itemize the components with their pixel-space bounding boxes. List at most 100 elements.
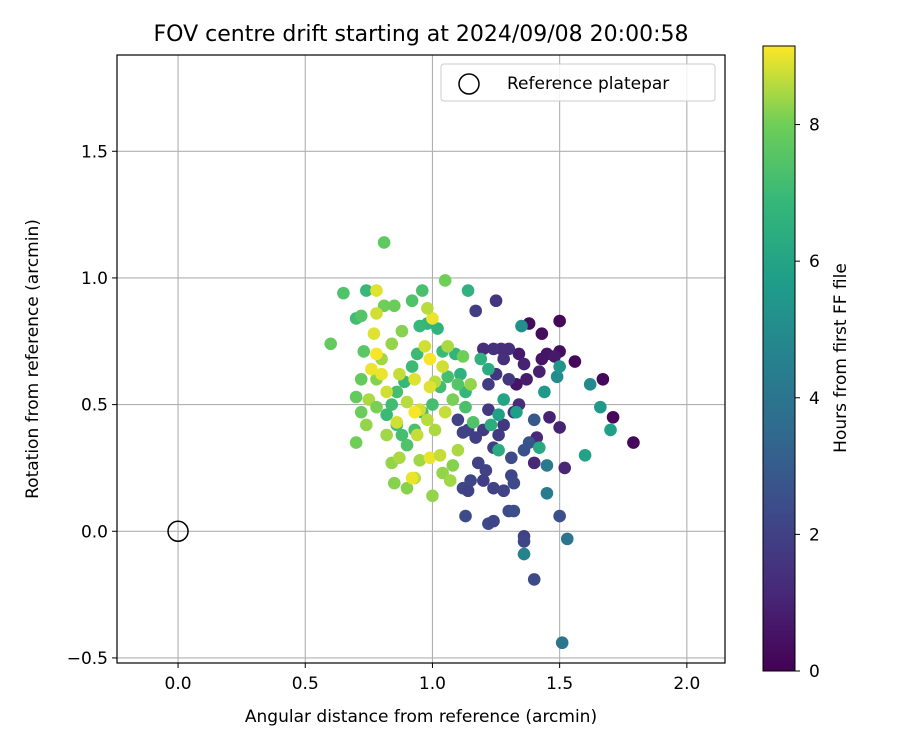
- data-point: [426, 489, 439, 503]
- data-point: [538, 385, 551, 399]
- data-point: [451, 443, 465, 457]
- data-point: [489, 294, 503, 308]
- data-point: [497, 352, 510, 366]
- data-point: [405, 294, 419, 308]
- data-point: [459, 400, 472, 414]
- data-point: [441, 370, 455, 384]
- data-point: [380, 408, 393, 422]
- data-point: [474, 352, 488, 366]
- data-point: [535, 352, 549, 366]
- colorbar: 0 2 4 6 8 Hours from first FF file: [762, 45, 851, 682]
- colorbar-tick-label: 0: [809, 662, 820, 682]
- data-point: [596, 372, 610, 386]
- data-point: [380, 385, 393, 399]
- legend-reference-marker: [458, 73, 480, 95]
- data-point: [527, 573, 541, 586]
- data-point: [354, 309, 368, 323]
- data-point: [553, 509, 566, 523]
- colorbar-frame: [762, 45, 796, 672]
- data-point: [423, 451, 437, 465]
- chart-title: FOV centre drift starting at 2024/09/08 …: [154, 22, 689, 47]
- data-point: [349, 436, 363, 449]
- data-point: [510, 405, 523, 419]
- data-point: [438, 274, 452, 287]
- data-point: [418, 340, 432, 353]
- data-point: [454, 367, 467, 381]
- data-point: [370, 284, 383, 297]
- data-point: [461, 484, 475, 498]
- data-point: [377, 299, 391, 313]
- data-point: [479, 464, 493, 477]
- data-point: [527, 456, 541, 470]
- legend-entry-reference: Reference platepar: [507, 74, 669, 94]
- data-point: [446, 459, 460, 472]
- data-point: [505, 451, 518, 465]
- colorbar-gradient: [763, 46, 795, 671]
- data-point: [477, 342, 490, 356]
- data-point: [380, 428, 393, 442]
- data-point: [408, 372, 421, 386]
- data-point: [408, 405, 421, 419]
- data-point: [492, 443, 505, 457]
- data-point: [507, 504, 521, 518]
- data-point: [464, 474, 477, 487]
- x-axis-ticks: 0.0 0.5 1.0 1.5 2.0: [165, 663, 700, 694]
- data-point: [553, 314, 566, 328]
- data-point: [515, 319, 528, 333]
- data-point: [387, 299, 401, 313]
- data-point: [517, 547, 531, 561]
- data-point: [471, 456, 485, 470]
- colorbar-tick-label: 6: [809, 252, 820, 272]
- data-point: [349, 390, 363, 404]
- data-point: [543, 410, 556, 424]
- data-point: [393, 367, 406, 381]
- data-point: [492, 428, 505, 442]
- data-point: [375, 367, 388, 381]
- x-tick-label: 0.5: [292, 674, 319, 694]
- data-point: [555, 636, 569, 650]
- data-point: [405, 360, 419, 373]
- data-point: [522, 436, 536, 449]
- data-point: [377, 236, 391, 249]
- data-point: [487, 481, 500, 495]
- grid-lines: [117, 55, 725, 663]
- data-point: [413, 319, 427, 333]
- data-point: [497, 418, 510, 432]
- data-point: [436, 360, 449, 373]
- data-point: [604, 423, 617, 437]
- reference-platepar-marker: [167, 520, 189, 543]
- data-point: [443, 474, 457, 487]
- data-point: [482, 378, 495, 391]
- data-point: [517, 357, 531, 371]
- data-point: [502, 372, 516, 386]
- data-point: [433, 448, 447, 462]
- data-point: [540, 459, 554, 472]
- data-point: [441, 340, 455, 353]
- data-point: [568, 355, 582, 368]
- data-point: [395, 324, 409, 338]
- data-point: [410, 347, 424, 361]
- data-point: [405, 471, 419, 485]
- data-point: [512, 347, 526, 361]
- colorbar-tick-label: 8: [809, 116, 820, 136]
- data-point: [464, 378, 477, 391]
- data-point: [578, 448, 592, 462]
- data-point: [560, 532, 574, 546]
- data-point: [535, 327, 549, 340]
- y-tick-label: 0.5: [81, 396, 108, 416]
- data-point: [553, 360, 566, 373]
- data-point: [482, 362, 495, 376]
- data-point: [497, 484, 510, 498]
- data-point: [482, 403, 495, 416]
- data-point: [357, 345, 371, 358]
- data-point: [400, 481, 414, 495]
- data-point: [387, 476, 401, 490]
- data-point: [410, 428, 424, 442]
- data-point: [461, 284, 475, 297]
- x-tick-label: 1.5: [546, 674, 573, 694]
- data-point: [423, 352, 437, 366]
- data-point: [421, 302, 434, 315]
- data-point: [451, 413, 465, 427]
